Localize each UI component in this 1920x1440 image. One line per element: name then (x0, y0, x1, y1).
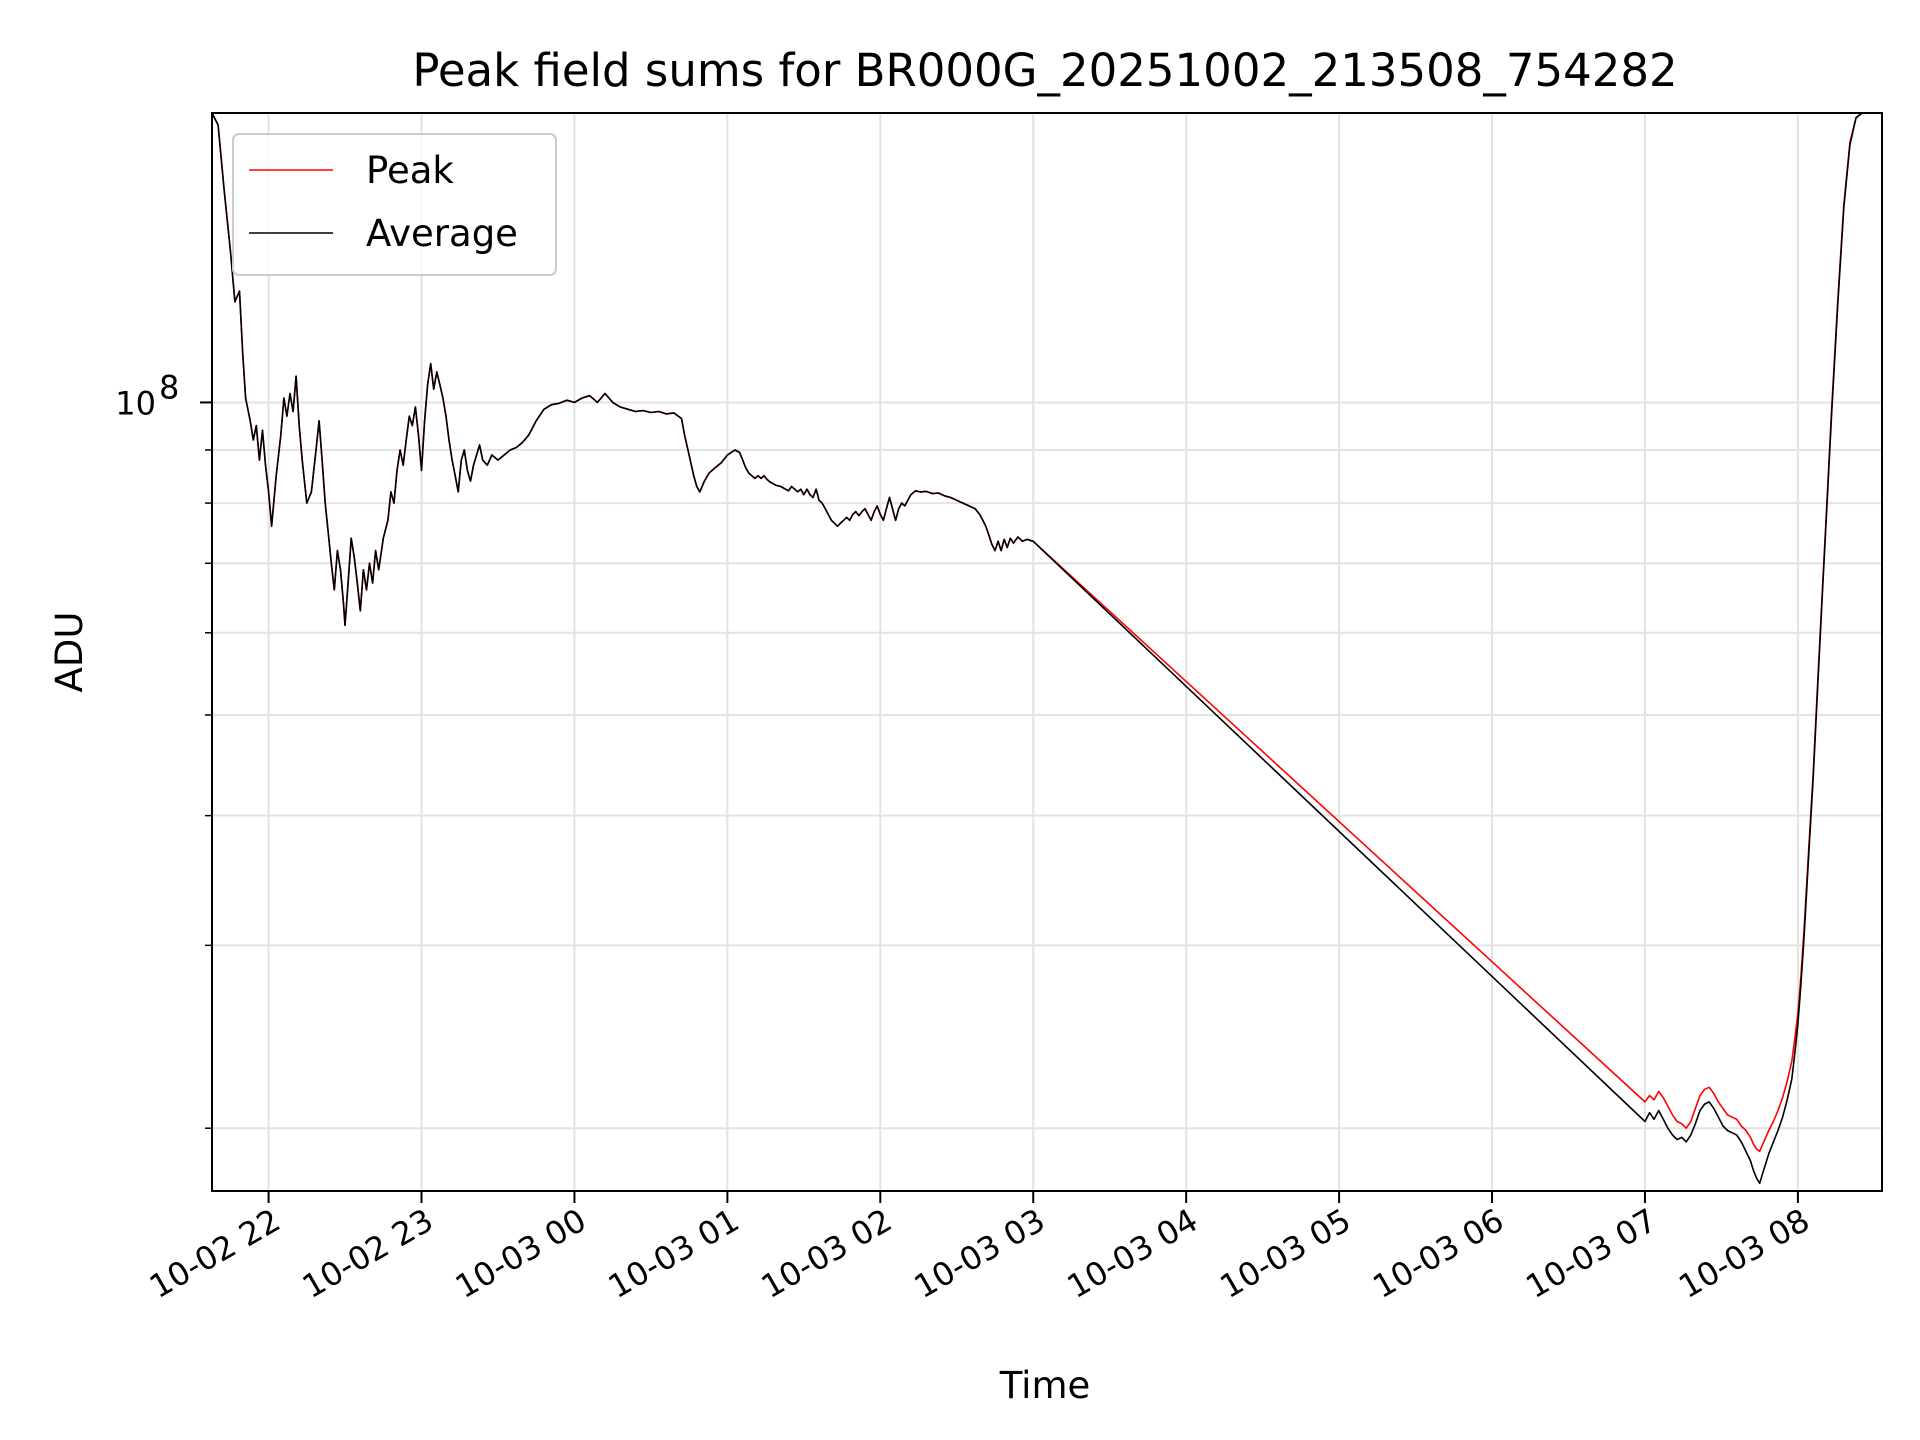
y-axis-ticks: 10 8 (115, 368, 212, 422)
minor-ticks (205, 449, 212, 1129)
series-line-average (212, 113, 1882, 1185)
legend-label-peak: Peak (366, 149, 454, 192)
plot-frame (211, 112, 1883, 1192)
series-layer (212, 113, 1882, 1185)
legend-label-average: Average (366, 212, 518, 255)
x-axis-label: Time (999, 1364, 1091, 1407)
legend: Peak Average (232, 133, 557, 276)
y-tick-label-exponent: 8 (159, 368, 179, 406)
y-tick-label-base: 10 (115, 384, 156, 422)
chart-title: Peak field sums for BR000G_20251002_2135… (412, 44, 1677, 97)
y-axis-label: ADU (48, 612, 91, 693)
